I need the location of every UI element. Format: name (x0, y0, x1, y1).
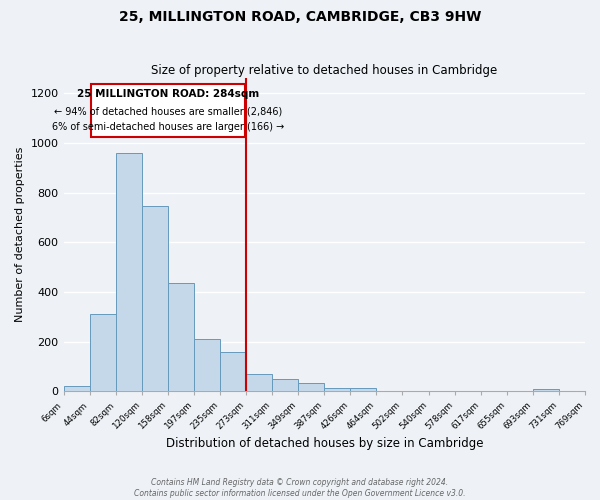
Bar (324, 388, 350, 392)
Bar (116, 152, 142, 392)
Bar (142, 206, 168, 392)
Bar (246, 374, 272, 392)
Bar (168, 284, 194, 392)
Bar (272, 380, 298, 392)
Bar (64, 386, 89, 392)
Text: ← 94% of detached houses are smaller (2,846): ← 94% of detached houses are smaller (2,… (54, 106, 282, 117)
Bar (194, 339, 220, 392)
Text: 25 MILLINGTON ROAD: 284sqm: 25 MILLINGTON ROAD: 284sqm (77, 89, 259, 99)
Text: 25, MILLINGTON ROAD, CAMBRIDGE, CB3 9HW: 25, MILLINGTON ROAD, CAMBRIDGE, CB3 9HW (119, 10, 481, 24)
Bar (298, 382, 324, 392)
Title: Size of property relative to detached houses in Cambridge: Size of property relative to detached ho… (151, 64, 497, 77)
Y-axis label: Number of detached properties: Number of detached properties (15, 147, 25, 322)
Text: Contains HM Land Registry data © Crown copyright and database right 2024.
Contai: Contains HM Land Registry data © Crown c… (134, 478, 466, 498)
FancyBboxPatch shape (91, 84, 245, 136)
X-axis label: Distribution of detached houses by size in Cambridge: Distribution of detached houses by size … (166, 437, 483, 450)
Bar (350, 388, 376, 392)
Bar (533, 390, 559, 392)
Bar (220, 352, 246, 392)
Bar (89, 314, 116, 392)
Text: 6% of semi-detached houses are larger (166) →: 6% of semi-detached houses are larger (1… (52, 122, 284, 132)
